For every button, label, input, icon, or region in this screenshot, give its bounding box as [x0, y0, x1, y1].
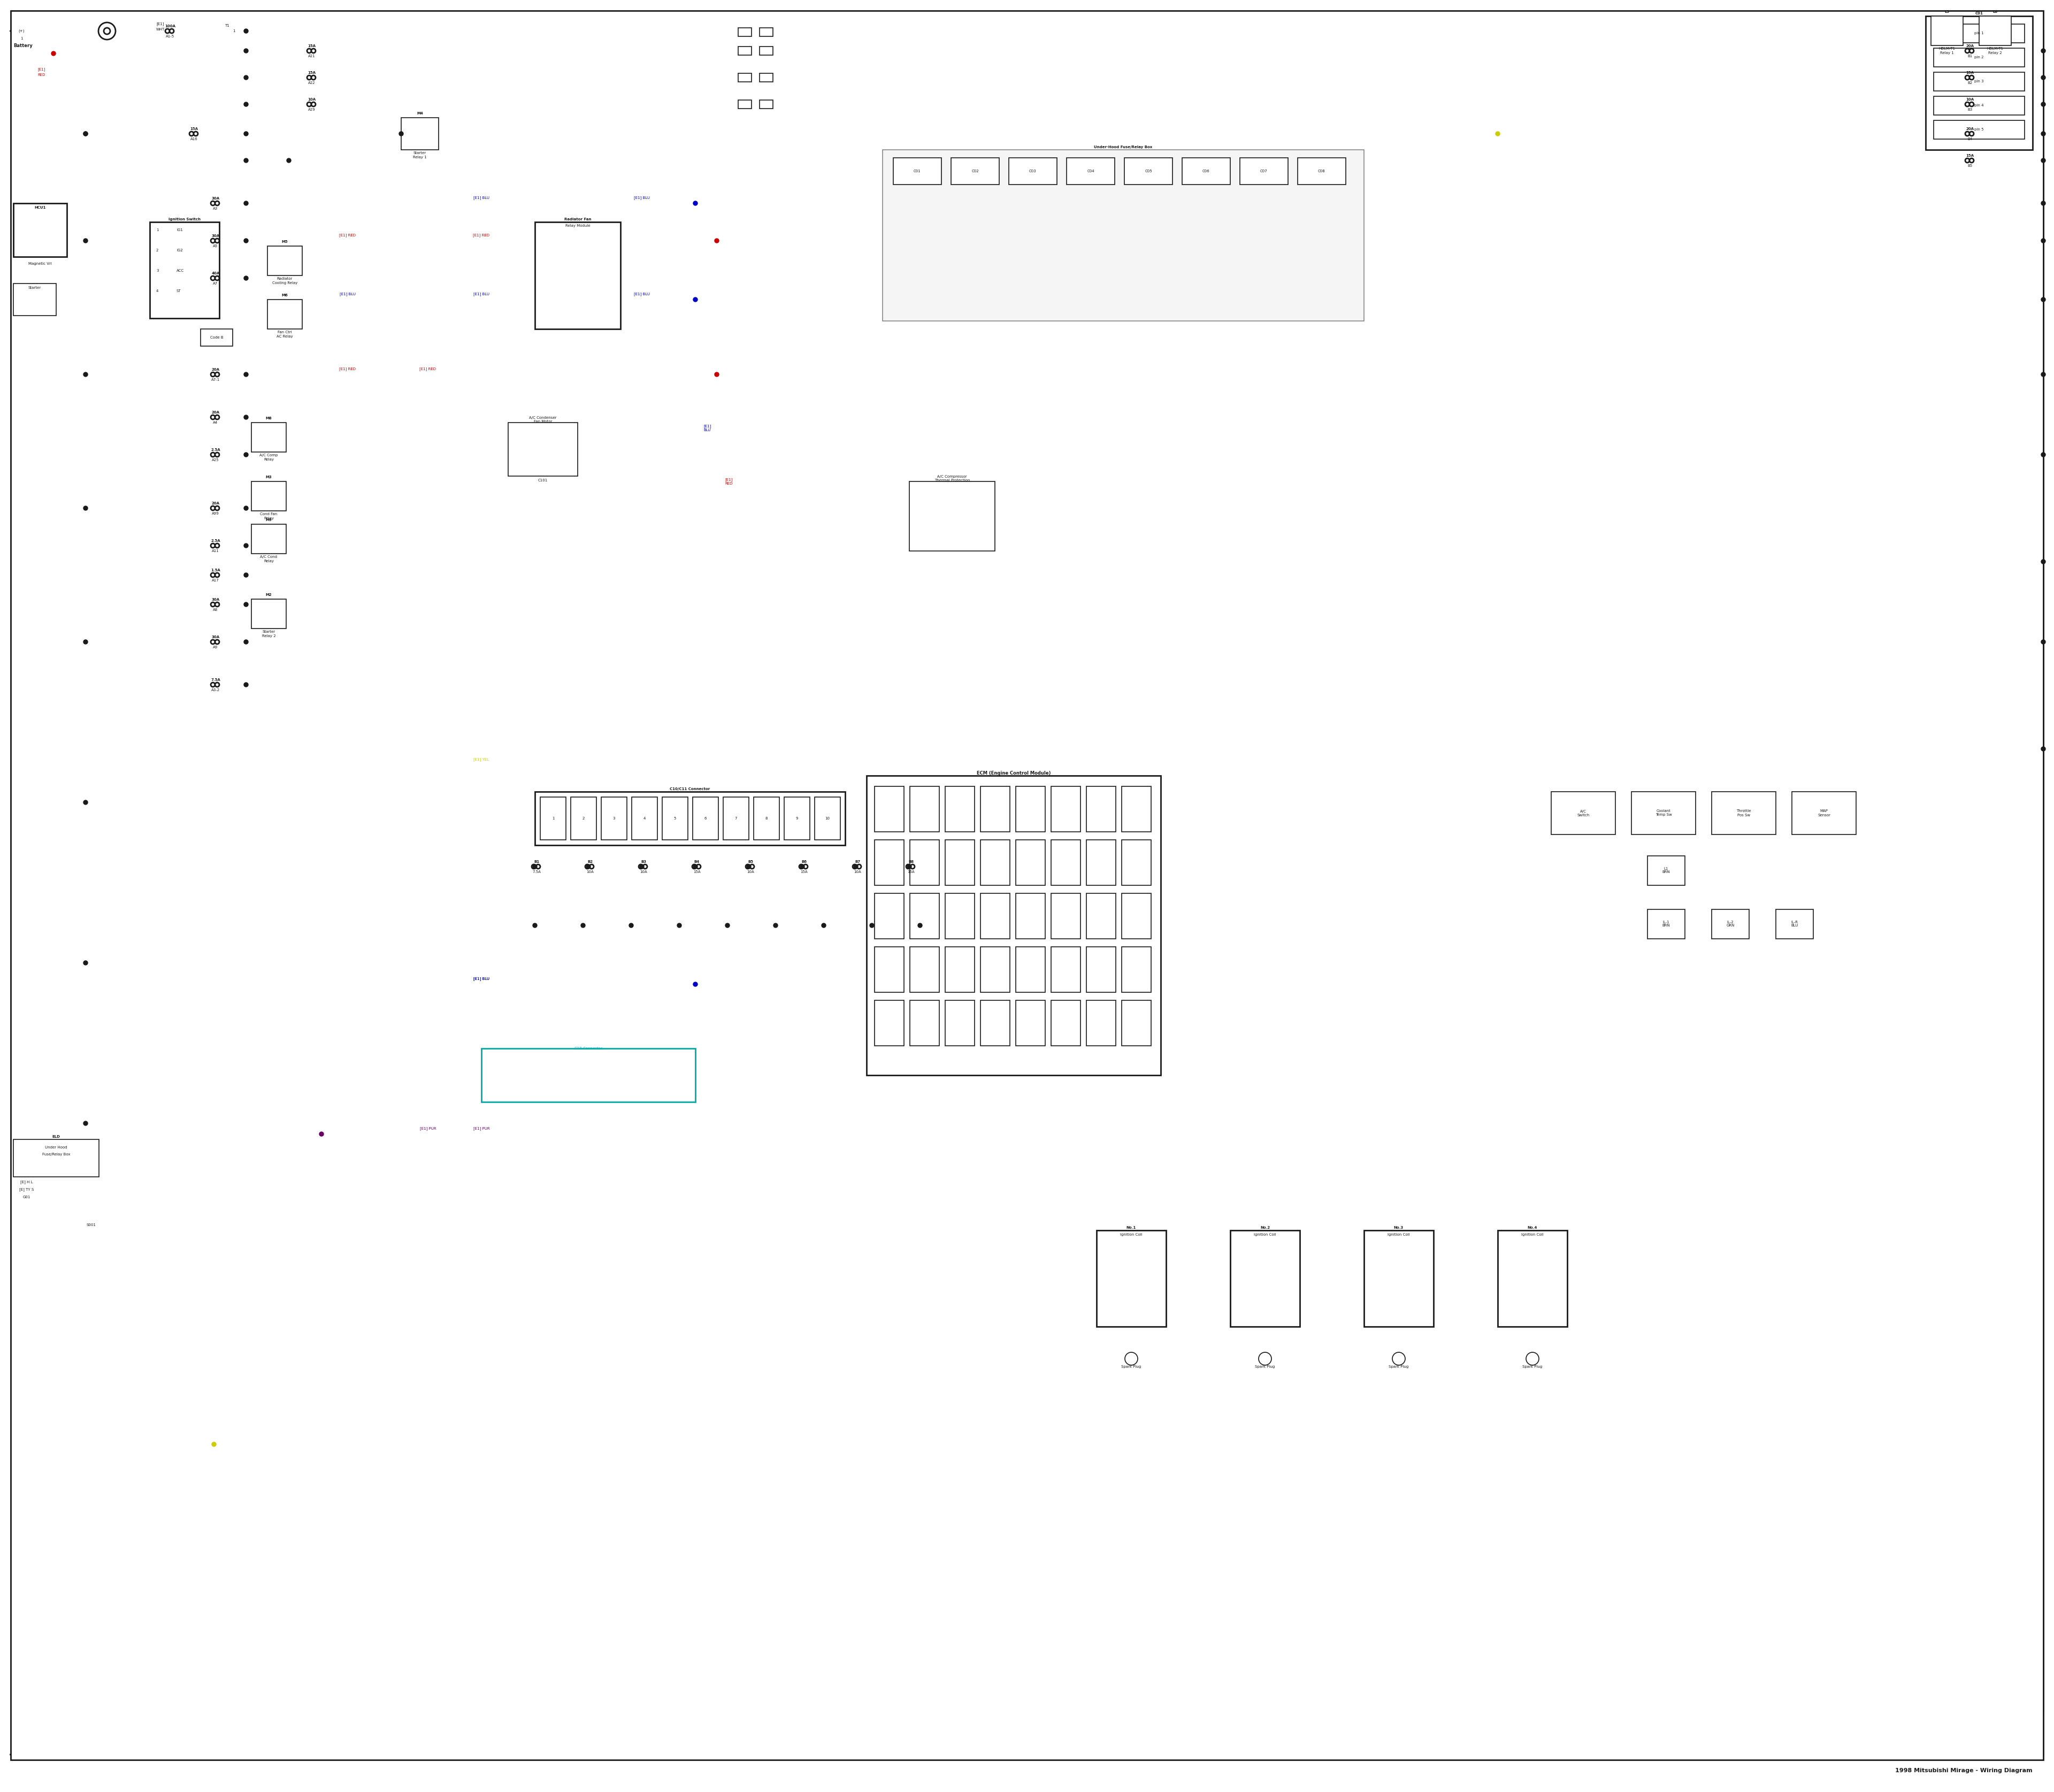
- Text: [E1] RED: [E1] RED: [419, 367, 435, 371]
- Circle shape: [212, 573, 216, 577]
- Circle shape: [643, 864, 647, 869]
- Circle shape: [694, 297, 698, 301]
- Text: Relay 2: Relay 2: [263, 634, 275, 638]
- Circle shape: [801, 864, 805, 869]
- Bar: [1711, 792, 1777, 835]
- Bar: [540, 797, 567, 840]
- Bar: [1230, 1231, 1300, 1326]
- Circle shape: [244, 573, 249, 577]
- Circle shape: [84, 1122, 88, 1125]
- Text: ELD: ELD: [51, 1134, 60, 1138]
- Text: 20A: 20A: [212, 502, 220, 505]
- Bar: [1087, 894, 1115, 939]
- Circle shape: [1393, 1353, 1405, 1366]
- Text: 15A: 15A: [308, 45, 316, 48]
- Text: A/C
Switch: A/C Switch: [1577, 810, 1590, 817]
- Bar: [1017, 894, 1045, 939]
- Circle shape: [2042, 373, 2046, 376]
- Bar: [951, 158, 998, 185]
- Circle shape: [1970, 48, 1974, 54]
- Text: B2: B2: [587, 860, 594, 864]
- Bar: [754, 797, 778, 840]
- Text: [E1]: [E1]: [37, 68, 45, 72]
- Circle shape: [318, 1133, 325, 1136]
- Circle shape: [639, 864, 645, 869]
- Circle shape: [244, 640, 249, 643]
- Text: A/C Condenser
Fan Motor: A/C Condenser Fan Motor: [530, 416, 557, 423]
- Text: B1: B1: [1968, 54, 1972, 57]
- Text: A3-2: A3-2: [212, 688, 220, 692]
- Circle shape: [725, 923, 729, 928]
- Circle shape: [212, 640, 216, 643]
- Circle shape: [212, 1443, 216, 1446]
- Text: L1
BRN: L1 BRN: [1662, 867, 1670, 874]
- Text: [E1]
RED: [E1] RED: [725, 478, 733, 486]
- Text: [E1] PUR: [E1] PUR: [472, 1127, 489, 1131]
- Text: [E] H L: [E] H L: [21, 1181, 33, 1185]
- Text: Battery: Battery: [14, 43, 33, 48]
- Bar: [267, 299, 302, 330]
- Text: Radiator: Radiator: [277, 278, 292, 280]
- Circle shape: [216, 276, 220, 280]
- Text: C02: C02: [972, 170, 980, 172]
- Circle shape: [244, 75, 249, 79]
- Text: A3: A3: [214, 208, 218, 210]
- Circle shape: [678, 923, 682, 928]
- Text: M4: M4: [417, 111, 423, 115]
- Bar: [867, 776, 1161, 1075]
- Text: 10A: 10A: [748, 871, 754, 873]
- Circle shape: [244, 238, 249, 244]
- Bar: [401, 118, 440, 151]
- Bar: [723, 797, 750, 840]
- Bar: [1052, 1000, 1080, 1047]
- Bar: [760, 29, 772, 36]
- Circle shape: [869, 923, 875, 928]
- Circle shape: [306, 48, 312, 54]
- Circle shape: [312, 48, 316, 54]
- Circle shape: [244, 543, 249, 548]
- Bar: [150, 222, 220, 319]
- Circle shape: [2042, 559, 2046, 564]
- Circle shape: [532, 864, 536, 869]
- Circle shape: [2042, 131, 2046, 136]
- Text: [E1] RED: [E1] RED: [339, 233, 355, 237]
- Text: C08: C08: [1319, 170, 1325, 172]
- Text: No.3: No.3: [1395, 1226, 1403, 1229]
- Bar: [14, 283, 55, 315]
- Text: A29: A29: [308, 108, 316, 111]
- Circle shape: [1970, 158, 1974, 163]
- Circle shape: [748, 864, 752, 869]
- Circle shape: [2042, 75, 2046, 79]
- Circle shape: [1126, 1353, 1138, 1366]
- Text: Ignition Coil: Ignition Coil: [1389, 1233, 1409, 1236]
- Text: A1-5: A1-5: [166, 34, 175, 38]
- Bar: [251, 423, 286, 452]
- Circle shape: [1526, 1353, 1538, 1366]
- Text: pin 2: pin 2: [1974, 56, 1984, 59]
- Bar: [980, 787, 1011, 831]
- Bar: [760, 73, 772, 82]
- Text: Code B: Code B: [210, 335, 224, 339]
- Text: A99: A99: [212, 513, 220, 514]
- Text: Relay 2: Relay 2: [1988, 52, 2003, 54]
- Bar: [1298, 158, 1345, 185]
- Bar: [875, 787, 904, 831]
- Circle shape: [852, 864, 857, 869]
- Bar: [1052, 787, 1080, 831]
- Circle shape: [84, 131, 88, 136]
- Circle shape: [585, 864, 592, 869]
- Text: HDLM-T1: HDLM-T1: [1939, 47, 1955, 50]
- Text: 2.5A: 2.5A: [212, 539, 220, 543]
- Bar: [661, 797, 688, 840]
- Circle shape: [906, 864, 910, 869]
- Bar: [1052, 894, 1080, 939]
- Bar: [1017, 787, 1045, 831]
- Text: Spark Plug: Spark Plug: [1121, 1366, 1142, 1369]
- Text: 10A: 10A: [854, 871, 861, 873]
- Text: 30A: 30A: [212, 599, 220, 602]
- Text: 15A: 15A: [191, 127, 197, 131]
- Text: A/C Compressor
Thermal Protection: A/C Compressor Thermal Protection: [935, 475, 969, 482]
- Bar: [1087, 1000, 1115, 1047]
- Text: 2.5A: 2.5A: [212, 448, 220, 452]
- Bar: [633, 797, 657, 840]
